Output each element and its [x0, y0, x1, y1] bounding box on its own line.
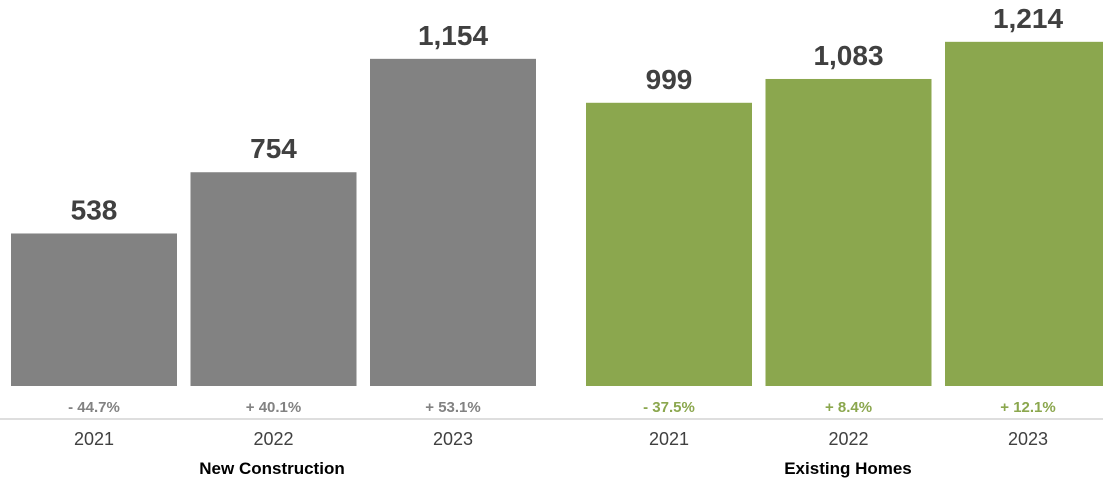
pct-change-existing-homes-2021: - 37.5%	[643, 399, 695, 416]
group-label-existing-homes: Existing Homes	[784, 459, 912, 478]
tick-label-existing-homes-2021: 2021	[649, 429, 689, 449]
pct-change-existing-homes-2022: + 8.4%	[825, 399, 872, 416]
tick-label-new-construction-2023: 2023	[433, 429, 473, 449]
labels-layer: 538 - 44.7% 2021 754 + 40.1% 2022 1,154 + 53.1%…	[68, 3, 1063, 449]
bar-existing-homes-2021	[586, 102, 752, 386]
tick-label-existing-homes-2023: 2023	[1008, 429, 1048, 449]
value-label-existing-homes-2022: 1,083	[813, 40, 883, 71]
pct-change-existing-homes-2023: + 12.1%	[1000, 399, 1055, 416]
bar-new-construction-2021	[11, 233, 177, 386]
bar-new-construction-2023	[370, 58, 536, 386]
pct-change-new-construction-2023: + 53.1%	[425, 399, 480, 416]
value-label-new-construction-2023: 1,154	[418, 20, 488, 51]
value-label-new-construction-2022: 754	[250, 133, 297, 164]
value-label-new-construction-2021: 538	[71, 194, 118, 225]
value-label-existing-homes-2021: 999	[646, 64, 693, 95]
tick-label-new-construction-2021: 2021	[74, 429, 114, 449]
bar-existing-homes-2022	[765, 78, 932, 387]
bars-layer	[11, 41, 1103, 387]
bar-existing-homes-2023	[945, 41, 1103, 387]
tick-label-new-construction-2022: 2022	[253, 429, 293, 449]
bar-new-construction-2022	[190, 172, 357, 386]
value-label-existing-homes-2023: 1,214	[993, 3, 1063, 34]
pct-change-new-construction-2021: - 44.7%	[68, 399, 120, 416]
pct-change-new-construction-2022: + 40.1%	[246, 399, 301, 416]
group-label-new-construction: New Construction	[199, 459, 344, 478]
tick-label-existing-homes-2022: 2022	[828, 429, 868, 449]
